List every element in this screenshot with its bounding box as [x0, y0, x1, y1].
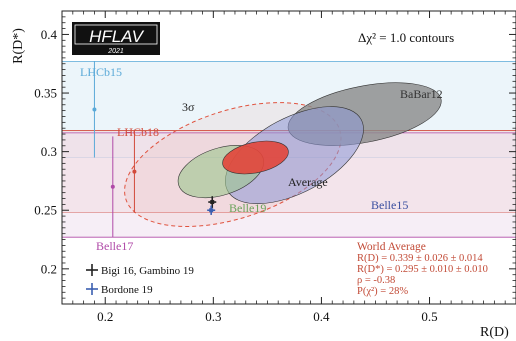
logo-year: 2021	[107, 48, 124, 55]
y-tick-label: 0.25	[34, 203, 57, 218]
label-average: Average	[288, 175, 328, 189]
sm-predictions	[207, 196, 217, 215]
point-lhcb18	[132, 130, 137, 213]
sm-point	[208, 196, 217, 208]
hflav-logo: HFLAV 2021	[72, 22, 160, 55]
x-tick-label: 0.2	[97, 309, 113, 324]
label-lhcb18: LHCb18	[117, 125, 159, 139]
x-tick-label: 0.3	[205, 309, 221, 324]
world-average-line: P(χ²) = 28%	[357, 286, 408, 297]
y-axis-label: R(D*)	[11, 28, 26, 64]
sm-legend: Bigi 16, Gambino 19 Bordone 19	[86, 264, 194, 296]
world-average-title: World Average	[357, 241, 426, 253]
y-tick-label: 0.2	[41, 261, 57, 276]
sm-point	[207, 205, 216, 215]
data-point	[132, 169, 137, 174]
data-point	[92, 107, 97, 112]
world-average-box: World Average R(D) = 0.339 ± 0.026 ± 0.0…	[357, 241, 488, 297]
label-belle19: Belle19	[229, 201, 266, 215]
y-tick-label: 0.35	[34, 86, 57, 101]
label-belle17: Belle17	[96, 239, 133, 253]
legend-marker-bordone	[86, 283, 98, 295]
contour-label: Δχ² = 1.0 contours	[358, 30, 454, 45]
world-average-line: R(D*) = 0.295 ± 0.010 ± 0.010	[357, 264, 488, 275]
data-point	[110, 184, 115, 189]
axis-ticks: 0.2 0.3 0.4 0.5 0.2 0.25 0.3 0.35 0.4	[34, 10, 516, 324]
label-babar: BaBar12	[400, 87, 443, 101]
world-average-line: ρ = -0.38	[357, 275, 395, 286]
label-3sigma: 3σ	[182, 100, 195, 114]
x-tick-label: 0.4	[313, 309, 330, 324]
ellipse-average	[222, 140, 289, 175]
measurement-ellipses	[124, 82, 442, 227]
x-axis-label: R(D)	[480, 325, 509, 340]
label-belle15: Belle15	[371, 198, 408, 212]
legend-label-bigi: Bigi 16, Gambino 19	[101, 265, 194, 277]
sm-marker	[210, 200, 215, 205]
logo-title: HFLAV	[89, 27, 145, 46]
world-average-line: R(D) = 0.339 ± 0.026 ± 0.014	[357, 253, 483, 264]
legend-label-bordone: Bordone 19	[101, 284, 153, 296]
label-lhcb15: LHCb15	[80, 65, 122, 79]
y-tick-label: 0.3	[41, 144, 57, 159]
y-tick-label: 0.4	[41, 27, 58, 42]
point-lhcb15	[92, 61, 97, 158]
measurement-points	[92, 61, 137, 238]
point-belle17	[110, 136, 115, 238]
x-tick-label: 0.5	[421, 309, 437, 324]
sm-marker	[209, 208, 214, 213]
legend-marker-bigi	[86, 264, 98, 276]
